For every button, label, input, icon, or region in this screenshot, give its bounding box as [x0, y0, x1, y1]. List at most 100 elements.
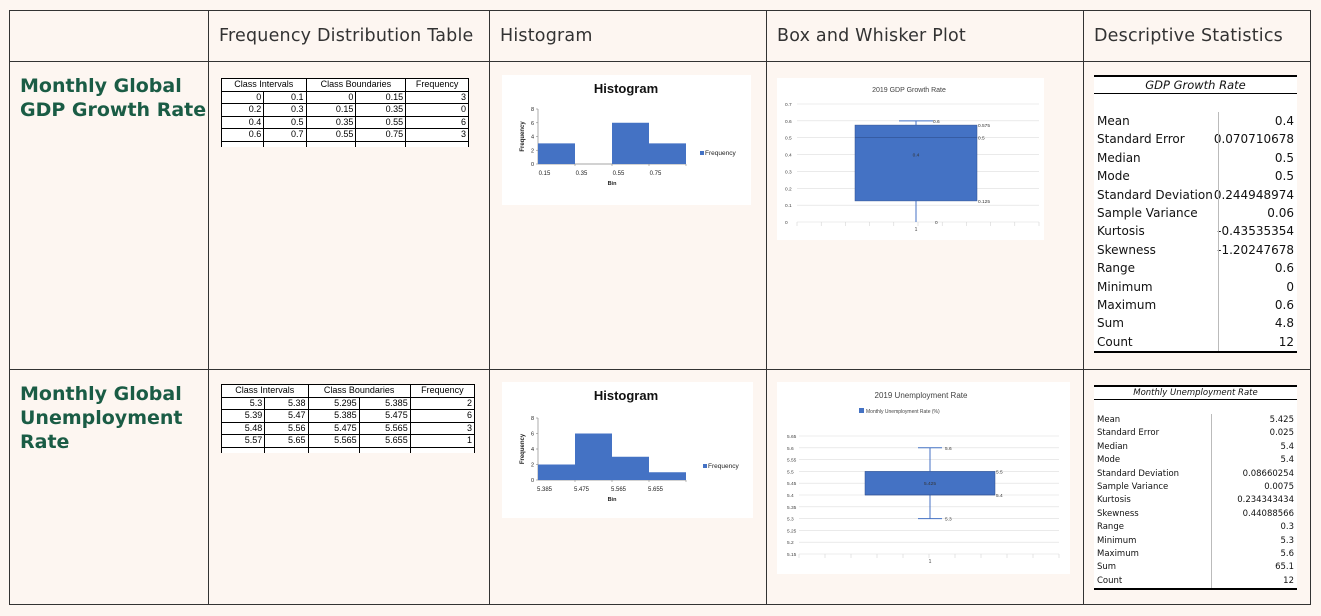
y-tick-label: 0	[531, 478, 534, 484]
stats-value: -0.43535354	[1217, 224, 1294, 239]
y-tick-label: 8	[531, 416, 534, 422]
header-box-plot: Box and Whisker Plot	[777, 26, 966, 46]
table-header-row: Class Intervals Class Boundaries Frequen…	[221, 384, 476, 398]
legend-swatch	[700, 151, 704, 155]
legend-label: Monthly Unemployment Rate (%)	[866, 409, 940, 415]
x-tick-label: 0.35	[576, 171, 588, 177]
table-cell	[409, 446, 476, 453]
stats-label: Standard Error	[1097, 428, 1160, 439]
stats-value: 0.244948974	[1213, 187, 1294, 202]
y-tick-label: 0.6	[785, 119, 792, 125]
grid-divider	[208, 11, 209, 604]
column-divider	[1211, 507, 1212, 522]
row-title-gdp: Monthly Global GDP Growth Rate	[20, 74, 210, 122]
column-header: Class Intervals	[221, 384, 309, 398]
y-tick-label: 5.25	[787, 528, 797, 534]
stats-label: Median	[1097, 441, 1128, 452]
y-tick-label: 5.45	[787, 481, 797, 487]
stats-value: 0.08660254	[1242, 468, 1294, 479]
column-divider	[1218, 185, 1219, 204]
stats-label: Mode	[1097, 169, 1130, 184]
legend-swatch	[859, 408, 864, 413]
stats-label: Sum	[1097, 316, 1124, 331]
column-divider	[1218, 148, 1219, 168]
frequency-table-unemployment: Class Intervals Class Boundaries Frequen…	[220, 384, 476, 453]
frequency-table-gdp: Class Intervals Class Boundaries Frequen…	[220, 78, 469, 147]
x-axis-label: Bin	[608, 497, 618, 503]
stats-label: Minimum	[1097, 535, 1137, 546]
table-cell: 5.475	[307, 421, 360, 435]
grid-divider	[10, 369, 1310, 370]
table-cell: 0.35	[305, 115, 357, 129]
box-plot-unemployment: 2019 Unemployment Rate Monthly Unemployme…	[787, 391, 1060, 565]
stats-row: Mode 5.4	[1094, 454, 1297, 468]
stats-row: Range 0.6	[1094, 259, 1297, 278]
histogram-bar	[649, 143, 686, 164]
stats-row: Sum 4.8	[1094, 314, 1297, 333]
box-label-q3: 5.5	[996, 469, 1003, 475]
histogram-bar	[538, 143, 575, 164]
stats-row: Kurtosis 0.234343434	[1094, 494, 1297, 508]
stats-label: Mean	[1097, 415, 1121, 425]
box-label-mean: 5.425	[924, 481, 936, 487]
row-title-line: Monthly Global	[20, 75, 182, 97]
table-cell: 0.7	[263, 128, 307, 142]
column-divider	[1211, 467, 1212, 481]
column-divider	[1211, 480, 1212, 495]
table-cell: 0.35	[355, 103, 407, 117]
histogram-bar	[575, 433, 612, 480]
column-divider	[1218, 167, 1219, 186]
box-label-q3: 0.575	[978, 123, 990, 129]
stats-value: 0.5	[1274, 150, 1294, 165]
stats-row: Mode 0.5	[1094, 167, 1297, 186]
y-tick-label: 5.5	[787, 469, 794, 475]
stats-value: 0.6	[1274, 261, 1294, 276]
stats-label: Skewness	[1097, 242, 1156, 257]
table-cell	[264, 446, 309, 453]
legend-label: Frequency	[705, 150, 736, 157]
box-label-min: 5.3	[945, 517, 952, 523]
table-row: 0 0.1 0 0.15 3	[220, 90, 469, 104]
column-divider	[1218, 295, 1219, 315]
stats-label: Maximum	[1097, 297, 1157, 312]
chart-title: Histogram	[594, 81, 658, 96]
column-divider	[1211, 454, 1212, 468]
x-tick-label: 5.565	[611, 487, 627, 493]
column-header: Class Boundaries	[307, 384, 411, 398]
table-row: 5.48 5.56 5.475 5.565 3	[220, 421, 476, 435]
column-header: Frequency	[405, 78, 469, 92]
stats-value: 5.6	[1280, 548, 1294, 559]
table-row-empty	[220, 140, 469, 147]
table-cell: 2	[409, 396, 476, 410]
table-cell: 3	[405, 90, 469, 104]
x-tick-label: 1	[929, 559, 932, 565]
table-cell: 3	[409, 421, 476, 435]
histogram-bar	[538, 464, 575, 480]
stats-value: 0	[1286, 279, 1294, 294]
y-tick-label: 5.2	[787, 540, 794, 546]
column-divider	[1218, 130, 1219, 149]
table-cell	[220, 446, 266, 453]
column-header: Class Intervals	[221, 78, 307, 92]
stats-row: Mean 0.4	[1094, 112, 1297, 131]
y-tick-label: 2	[531, 463, 534, 469]
stats-title: Monthly Unemployment Rate	[1094, 385, 1297, 400]
table-cell: 0	[405, 103, 469, 117]
histogram-gdp: Histogram 0 2 4 6 8 0.15 0.35 0.55 0.75 Bin Frequen…	[520, 81, 736, 187]
table-row: 5.57 5.65 5.565 5.655 1	[220, 434, 476, 448]
column-divider	[1211, 440, 1212, 455]
box-label-max: 5.6	[945, 446, 952, 452]
column-divider	[1218, 277, 1219, 296]
stats-value: 0.025	[1269, 428, 1294, 439]
box-iqr	[854, 124, 978, 202]
table-cell: 5.565	[307, 434, 360, 448]
stats-value: 4.8	[1274, 316, 1294, 331]
x-axis-label: Bin	[608, 181, 618, 187]
stats-label: Median	[1097, 150, 1141, 165]
table-row: 0.6 0.7 0.55 0.75 3	[220, 128, 469, 142]
y-tick-label: 6	[531, 432, 534, 438]
stats-value: 0.234343434	[1237, 495, 1294, 506]
box-plot-unemployment-card: 2019 Unemployment Rate Monthly Unemployme…	[777, 382, 1070, 574]
x-tick-label: 5.655	[648, 487, 664, 493]
x-tick-label: 1	[915, 227, 918, 233]
